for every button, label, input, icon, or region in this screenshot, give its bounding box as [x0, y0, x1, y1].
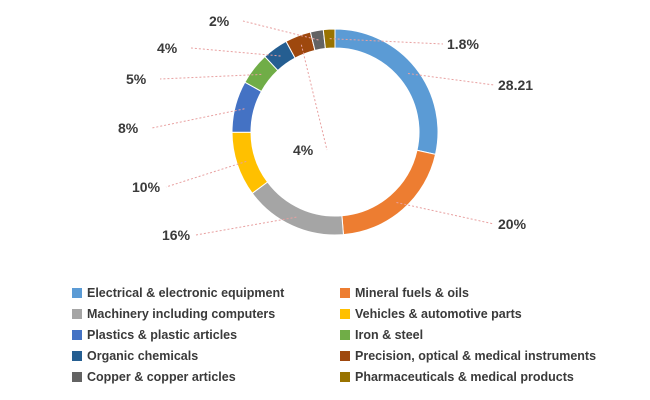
leader-line: [242, 20, 319, 41]
slice-machinery-including-computers: [251, 181, 344, 236]
data-label: 10%: [132, 179, 161, 195]
leader-line: [329, 38, 444, 45]
data-label: 5%: [126, 71, 147, 87]
leader-line: [190, 47, 281, 57]
legend-swatch: [72, 330, 82, 340]
leader-line: [151, 108, 245, 129]
legend-label: Copper & copper articles: [87, 370, 236, 384]
leader-line: [407, 73, 495, 86]
data-label: 4%: [293, 142, 314, 158]
legend-label: Precision, optical & medical instruments: [355, 349, 597, 363]
legend-label: Vehicles & automotive parts: [355, 307, 522, 321]
slice-plastics-plastic-articles: [231, 81, 263, 133]
legend-item: Mineral fuels & oils: [340, 286, 469, 300]
legend-swatch: [340, 330, 350, 340]
leader-line: [165, 160, 247, 188]
legend-swatch: [340, 309, 350, 319]
donut-slices: [231, 28, 439, 236]
legend-item: Iron & steel: [340, 328, 423, 342]
data-label: 28.21: [498, 77, 533, 93]
leader-line: [300, 44, 328, 151]
leader-lines: [151, 20, 495, 236]
legend-item: Organic chemicals: [72, 349, 198, 363]
slice-labels: 28.21 20% 16% 10% 8% 5% 4% 4% 2% 1.8%: [118, 13, 533, 243]
legend-label: Plastics & plastic articles: [87, 328, 238, 342]
slice-mineral-fuels-oils: [341, 149, 437, 236]
leader-line: [396, 202, 495, 225]
legend-swatch: [340, 351, 350, 361]
leader-line: [159, 73, 262, 80]
legend-item: Electrical & electronic equipment: [72, 286, 284, 300]
legend-swatch: [72, 372, 82, 382]
legend-item: Precision, optical & medical instruments: [340, 349, 596, 363]
slice-pharmaceuticals-medical-products: [322, 28, 336, 50]
legend-label: Electrical & electronic equipment: [87, 286, 285, 300]
legend-item: Copper & copper articles: [72, 370, 236, 384]
legend-swatch: [340, 288, 350, 298]
legend-swatch: [72, 309, 82, 319]
legend-item: Pharmaceuticals & medical products: [340, 370, 574, 384]
data-label: 4%: [157, 40, 178, 56]
legend-label: Pharmaceuticals & medical products: [355, 370, 574, 384]
legend-item: Plastics & plastic articles: [72, 328, 237, 342]
data-label: 20%: [498, 216, 527, 232]
data-label: 1.8%: [447, 36, 479, 52]
slice-vehicles-automotive-parts: [231, 131, 269, 195]
legend-label: Organic chemicals: [87, 349, 199, 363]
legend-swatch: [340, 372, 350, 382]
legend-label: Machinery including computers: [87, 307, 276, 321]
legend-item: Vehicles & automotive parts: [340, 307, 522, 321]
legend-swatch: [72, 351, 82, 361]
data-label: 16%: [162, 227, 191, 243]
legend-swatch: [72, 288, 82, 298]
data-label: 2%: [209, 13, 230, 29]
legend-label: Mineral fuels & oils: [355, 286, 469, 300]
leader-line: [195, 216, 297, 236]
legend-item: Machinery including computers: [72, 307, 275, 321]
slice-electrical-electronic-equipment: [334, 28, 439, 156]
data-label: 8%: [118, 120, 139, 136]
legend-label: Iron & steel: [355, 328, 424, 342]
